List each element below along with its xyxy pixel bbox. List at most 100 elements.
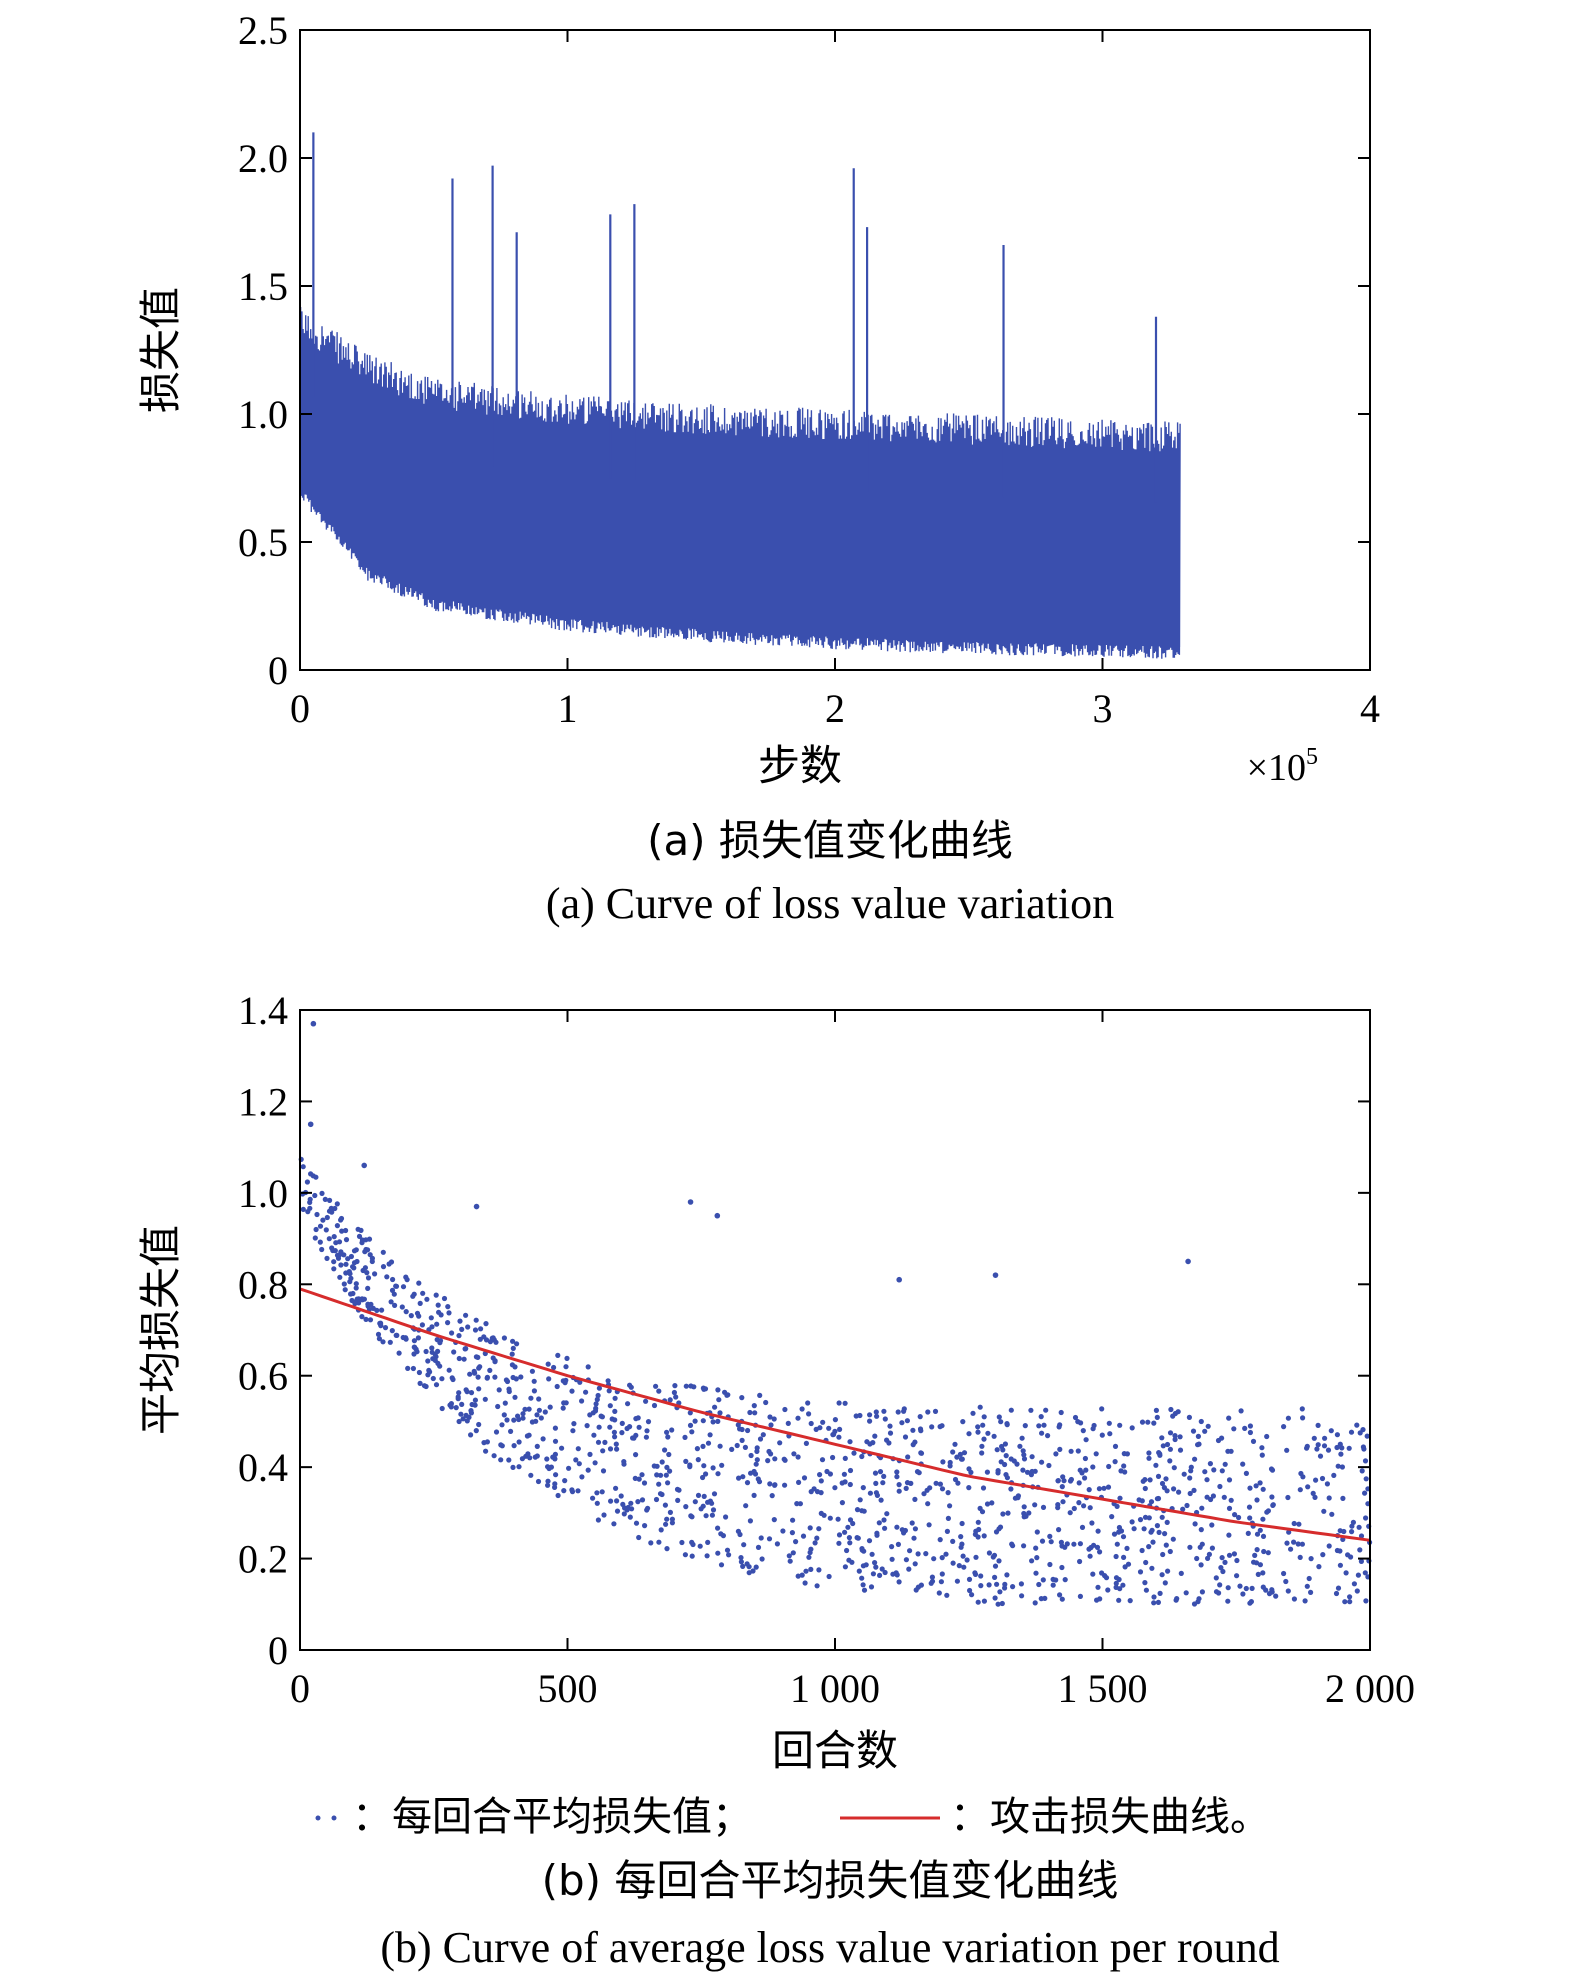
- panel-b-scatter-point: [1231, 1426, 1237, 1432]
- panel-b-scatter-point: [1314, 1446, 1320, 1452]
- panel-b-scatter-point: [451, 1349, 457, 1355]
- panel-b-scatter-point: [1342, 1599, 1348, 1605]
- panel-b-scatter-point: [1354, 1422, 1360, 1428]
- panel-b-scatter-point: [1090, 1571, 1096, 1577]
- panel-b-scatter-point: [1097, 1596, 1103, 1602]
- panel-b-scatter-point: [1247, 1600, 1253, 1606]
- panel-b-scatter-point: [1029, 1454, 1035, 1460]
- panel-b-scatter-point: [896, 1482, 902, 1488]
- panel-b-scatter-point: [417, 1380, 423, 1386]
- panel-b-scatter-point: [795, 1415, 801, 1421]
- panel-b-scatter-point: [972, 1571, 979, 1577]
- panel-b-scatter-point: [590, 1410, 596, 1416]
- panel-b-scatter-point: [555, 1352, 561, 1358]
- panel-b-scatter-point: [743, 1503, 749, 1509]
- panel-b-scatter-point: [1142, 1477, 1148, 1483]
- panel-b-scatter-point: [596, 1385, 603, 1391]
- panel-b-scatter-point: [359, 1314, 365, 1320]
- panel-b-scatter-point: [689, 1553, 695, 1559]
- panel-b-scatter-point: [1199, 1505, 1205, 1511]
- panel-b-scatter-point: [701, 1493, 707, 1499]
- legend-dot-marker-1: [315, 1815, 321, 1821]
- panel-b-scatter-point: [1004, 1475, 1011, 1481]
- panel-b-scatter-point: [842, 1564, 849, 1570]
- panel-b-scatter-point: [1204, 1494, 1210, 1500]
- panel-b-scatter-point: [1151, 1600, 1157, 1606]
- panel-b-scatter-point: [534, 1453, 540, 1459]
- panel-b-scatter-point: [338, 1262, 344, 1268]
- panel-b-scatter-point: [1099, 1432, 1105, 1438]
- panel-b-scatter-point: [1005, 1510, 1011, 1516]
- panel-b-scatter-point: [734, 1442, 740, 1449]
- panel-b-scatter-point: [620, 1501, 626, 1507]
- panel-b-scatter-point: [1269, 1494, 1275, 1500]
- panel-b-scatter-point: [715, 1471, 721, 1477]
- panel-b-scatter-point: [1349, 1529, 1355, 1535]
- panel-b-scatter-point: [1129, 1425, 1135, 1431]
- panel-b-scatter-point: [323, 1227, 329, 1233]
- panel-b-scatter-point: [705, 1440, 712, 1446]
- panel-b-scatter-point: [1213, 1575, 1219, 1581]
- panel-b-scatter-point: [912, 1561, 918, 1567]
- panel-b-scatter-point: [664, 1516, 670, 1522]
- panel-b-scatter-point: [1114, 1503, 1120, 1509]
- panel-b-scatter-point: [803, 1568, 809, 1574]
- panel-b-scatter-point: [994, 1581, 1000, 1587]
- panel-b-scatter-point: [1172, 1436, 1178, 1443]
- panel-b-scatter-point: [795, 1573, 801, 1579]
- panel-b-scatter-point: [1356, 1524, 1362, 1530]
- panel-b-scatter-point: [979, 1450, 985, 1456]
- panel-b-scatter-point: [575, 1446, 581, 1452]
- panel-b-scatter-point: [751, 1403, 757, 1409]
- panel-b-scatter-point: [653, 1496, 660, 1503]
- panel-b-scatter-point: [790, 1550, 796, 1556]
- panel-b-scatter-point: [635, 1415, 641, 1421]
- panel-b-scatter-point: [747, 1409, 753, 1416]
- panel-b-scatter-point: [1362, 1458, 1369, 1464]
- panel-b-scatter-point: [996, 1526, 1002, 1532]
- panel-b-scatter-point: [1226, 1532, 1232, 1538]
- panel-b-scatter-point: [1255, 1571, 1261, 1577]
- panel-b-scatter-point: [881, 1473, 887, 1479]
- panel-b-scatter-point: [605, 1378, 611, 1384]
- panel-b-scatter-point: [1247, 1429, 1253, 1436]
- panel-b-scatter-point: [600, 1448, 606, 1454]
- panel-b-scatter-point: [1240, 1591, 1246, 1597]
- panel-b-scatter-point: [1150, 1539, 1156, 1545]
- panel-b-scatter-point: [1310, 1490, 1316, 1496]
- panel-b-scatter-point: [1038, 1414, 1044, 1420]
- panel-b-scatter-point: [1198, 1562, 1204, 1568]
- panel-b-scatter-point: [1195, 1442, 1201, 1448]
- panel-b-scatter-point: [947, 1463, 953, 1469]
- panel-b-scatter-point: [744, 1480, 751, 1486]
- panel-b-scatter-point: [1033, 1545, 1039, 1551]
- panel-b-scatter-point: [632, 1475, 638, 1481]
- panel-b-scatter-point: [1205, 1555, 1211, 1561]
- panel-b-scatter-point: [724, 1392, 730, 1398]
- panel-b-scatter-point: [1341, 1528, 1347, 1535]
- panel-b-scatter-point: [1103, 1575, 1110, 1581]
- panel-b-scatter-point: [528, 1472, 534, 1478]
- panel-b-scatter-point: [651, 1463, 657, 1469]
- panel-b-scatter-point: [663, 1472, 669, 1478]
- panel-b-scatter-point: [1154, 1523, 1160, 1529]
- panel-b-scatter-point: [984, 1501, 991, 1507]
- panel-b-scatter-outlier: [361, 1162, 368, 1169]
- panel-b-scatter-point: [772, 1482, 778, 1488]
- panel-b-xtick-label: 0: [290, 1666, 310, 1711]
- panel-b-scatter-point: [1167, 1548, 1173, 1555]
- panel-b-scatter-point: [916, 1470, 922, 1476]
- panel-b-scatter-point: [312, 1235, 318, 1241]
- panel-b-scatter-point: [363, 1316, 369, 1322]
- panel-b-scatter-point: [986, 1550, 993, 1556]
- panel-b-scatter-point: [1206, 1551, 1212, 1557]
- panel-b-scatter-point: [1062, 1577, 1068, 1583]
- panel-b-scatter-point: [424, 1296, 430, 1302]
- panel-b-scatter-point: [932, 1408, 939, 1414]
- panel-b-scatter-point: [1117, 1495, 1123, 1501]
- panel-b-scatter-point: [664, 1546, 670, 1552]
- panel-b-scatter-point: [800, 1533, 807, 1539]
- panel-b-scatter-point: [1177, 1434, 1183, 1440]
- panel-b-scatter-point: [392, 1302, 398, 1308]
- panel-b-scatter-point: [1257, 1562, 1263, 1568]
